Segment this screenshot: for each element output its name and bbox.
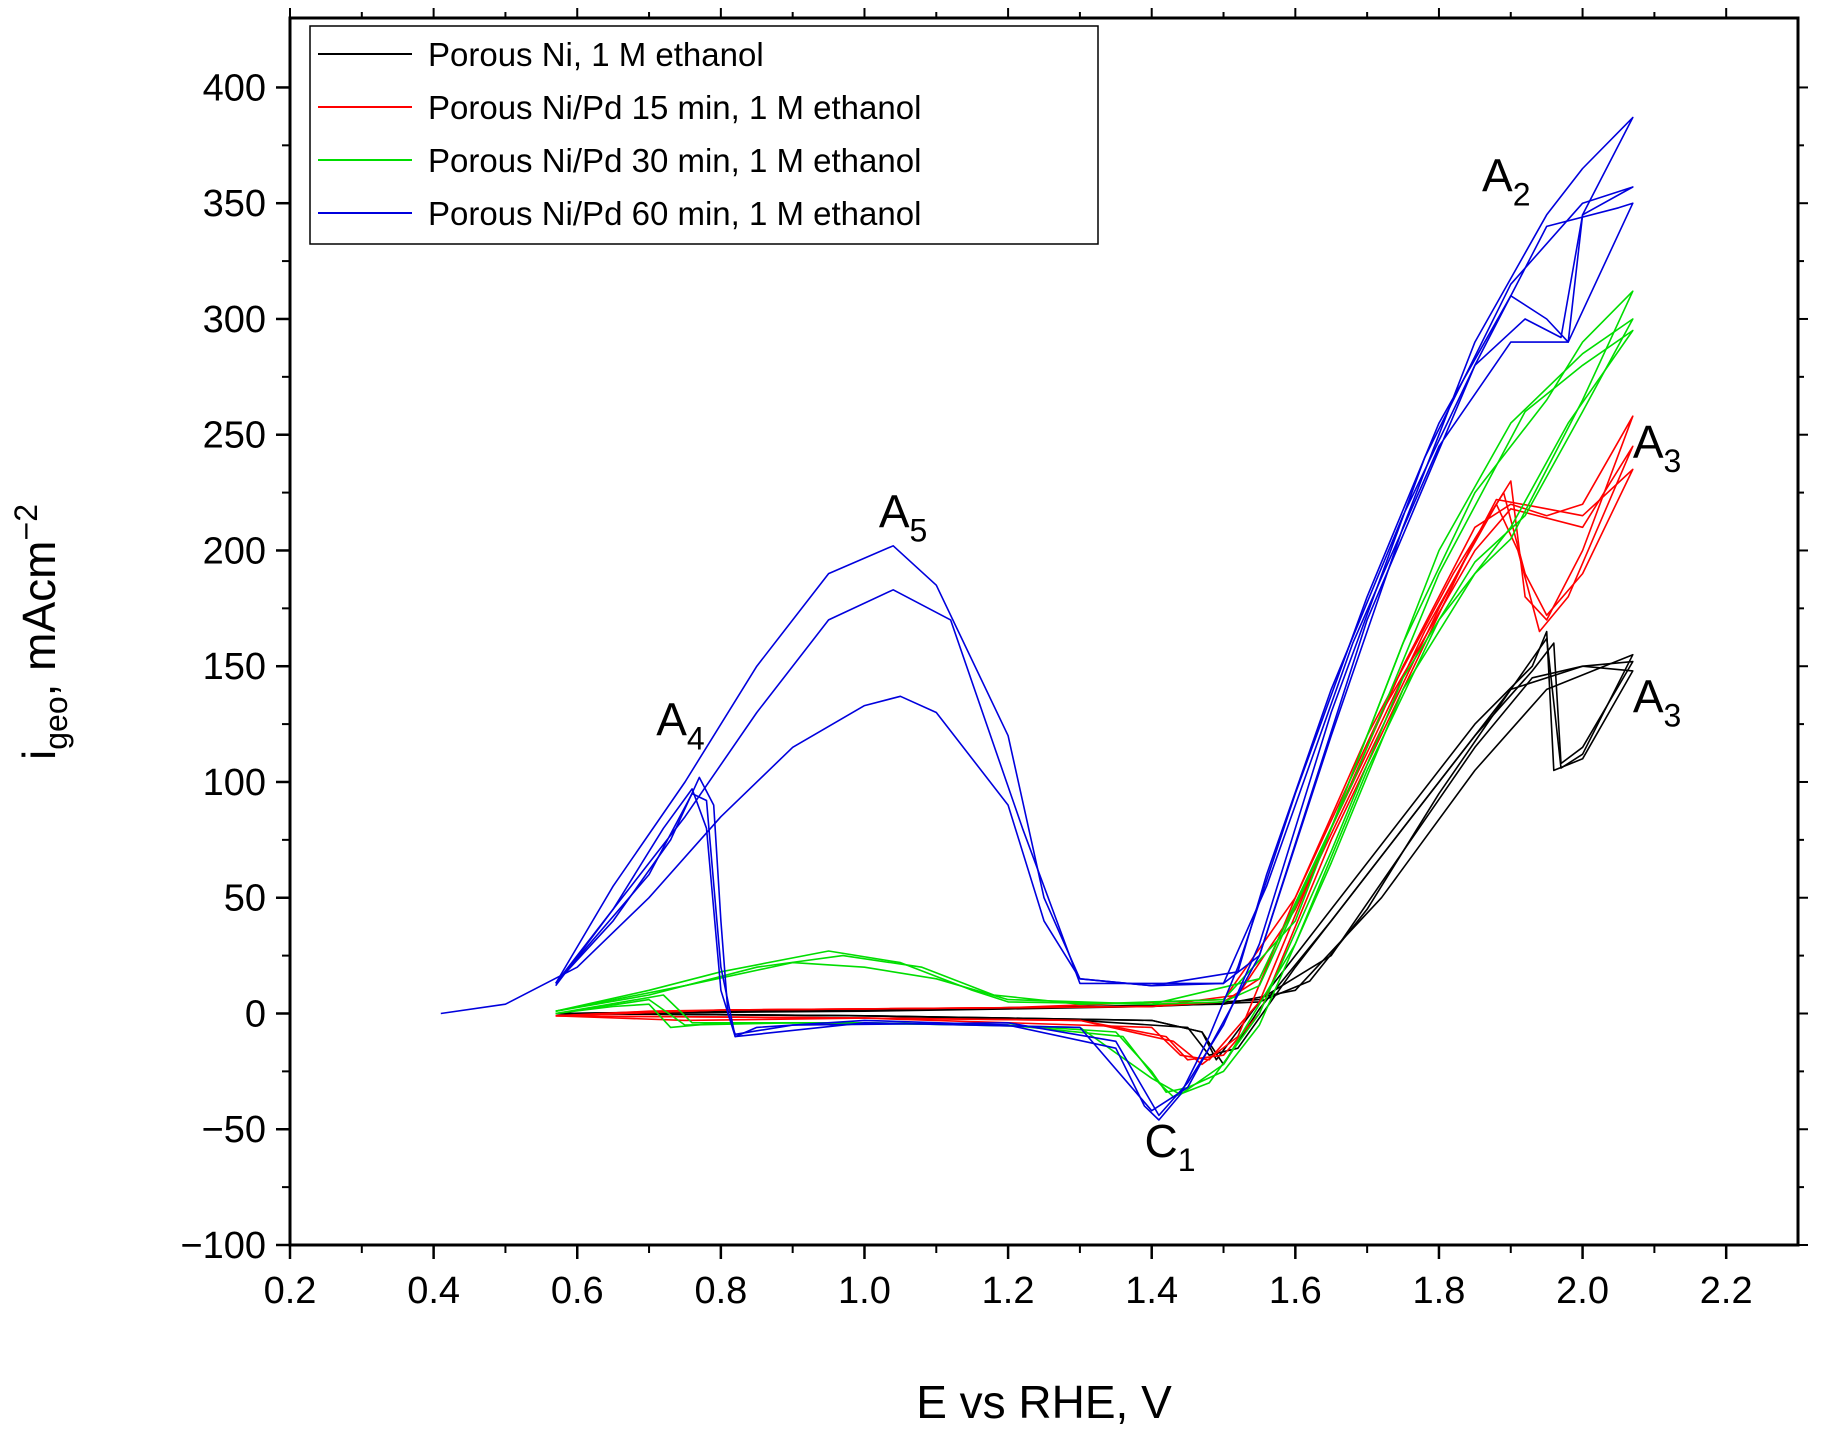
y-tick-label: −50	[202, 1109, 266, 1151]
cv-cycle-line	[555, 630, 1634, 1061]
peak-annotation: A4	[656, 694, 704, 757]
x-tick-label: 1.4	[1125, 1270, 1178, 1312]
y-tick-label: 50	[224, 878, 266, 920]
series-3	[555, 290, 1634, 1098]
axis-ticks	[276, 8, 1808, 1259]
cv-cycle-line	[555, 202, 1634, 1112]
y-axis-label: igeo, mAcm−2	[8, 504, 74, 760]
cv-cycle-line	[555, 445, 1634, 1061]
legend-label: Porous Ni, 1 M ethanol	[428, 36, 764, 73]
series-layer	[440, 116, 1634, 1121]
y-tick-labels: −100 −50 0 50 100 150 200 250 300 350 400	[180, 67, 266, 1267]
legend-box	[309, 25, 1099, 245]
y-tick-label: 250	[203, 415, 266, 457]
y-axis-label-sub: geo	[38, 696, 74, 749]
legend: Porous Ni, 1 M ethanol Porous Ni/Pd 15 mi…	[309, 25, 1099, 245]
cv-cycle-line	[555, 186, 1634, 1117]
peak-annotation: A3	[1633, 671, 1681, 734]
x-tick-label: 1.8	[1413, 1270, 1466, 1312]
x-tick-label: 1.2	[982, 1270, 1035, 1312]
cv-cycle-line	[440, 116, 1634, 1121]
cv-cycle-line	[555, 329, 1634, 1096]
x-tick-label: 0.6	[551, 1270, 604, 1312]
y-tick-label: 0	[245, 993, 266, 1035]
peak-annotation: A3	[1633, 416, 1681, 479]
x-tick-label: 2.0	[1556, 1270, 1609, 1312]
x-tick-label: 1.0	[838, 1270, 891, 1312]
x-axis-label: E vs RHE, V	[916, 1376, 1172, 1428]
peak-annotation: A5	[879, 485, 927, 548]
series-1	[555, 630, 1634, 1066]
legend-label: Porous Ni/Pd 30 min, 1 M ethanol	[428, 142, 921, 179]
series-4	[440, 116, 1634, 1121]
y-tick-label: 400	[203, 67, 266, 109]
cv-cycle-line	[555, 468, 1634, 1066]
y-axis-label-main: i	[13, 750, 65, 760]
x-tick-label: 0.2	[264, 1270, 317, 1312]
y-axis-label-sup: −2	[8, 504, 44, 540]
y-tick-label: 150	[203, 646, 266, 688]
x-tick-label: 1.6	[1269, 1270, 1322, 1312]
legend-label: Porous Ni/Pd 15 min, 1 M ethanol	[428, 89, 921, 126]
x-tick-label: 0.8	[694, 1270, 747, 1312]
y-tick-label: 200	[203, 530, 266, 572]
y-axis-label-rest: , mAcm	[13, 540, 65, 696]
y-tick-label: 300	[203, 299, 266, 341]
peak-annotations: A2 A3 A3 A4 A5 C1	[656, 150, 1681, 1178]
peak-annotation: C1	[1145, 1115, 1196, 1178]
peak-annotation: A2	[1482, 150, 1530, 213]
cv-cycle-line	[555, 290, 1634, 1093]
x-tick-label: 0.4	[407, 1270, 460, 1312]
x-tick-labels: 0.2 0.4 0.6 0.8 1.0 1.2 1.4 1.6 1.8 2.0 2.2	[264, 1270, 1753, 1312]
cv-cycle-line	[555, 637, 1634, 1056]
y-tick-label: 100	[203, 762, 266, 804]
x-tick-label: 2.2	[1700, 1270, 1753, 1312]
legend-label: Porous Ni/Pd 60 min, 1 M ethanol	[428, 195, 921, 232]
plot-frame	[288, 16, 1800, 1247]
y-tick-label: −100	[180, 1225, 266, 1267]
y-tick-label: 350	[203, 183, 266, 225]
